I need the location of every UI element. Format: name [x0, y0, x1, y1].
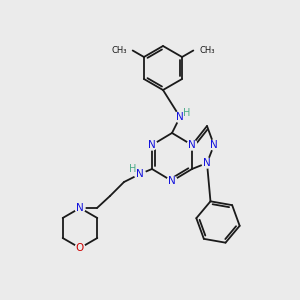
Circle shape	[202, 158, 212, 168]
Circle shape	[187, 140, 197, 150]
Text: N: N	[188, 140, 196, 150]
Circle shape	[75, 203, 85, 213]
Text: N: N	[210, 140, 218, 150]
Text: CH₃: CH₃	[111, 46, 127, 55]
Text: N: N	[176, 112, 184, 122]
Circle shape	[134, 169, 146, 179]
Text: N: N	[136, 169, 144, 179]
Text: N: N	[76, 203, 84, 213]
Circle shape	[209, 140, 219, 150]
Text: N: N	[148, 140, 156, 150]
Text: N: N	[203, 158, 211, 168]
Circle shape	[147, 140, 157, 150]
Text: O: O	[76, 243, 84, 253]
Text: CH₃: CH₃	[199, 46, 215, 55]
Text: H: H	[129, 164, 137, 174]
Circle shape	[175, 112, 185, 122]
Text: N: N	[168, 176, 176, 186]
Text: H: H	[183, 108, 191, 118]
Circle shape	[75, 243, 85, 253]
Circle shape	[167, 176, 177, 186]
